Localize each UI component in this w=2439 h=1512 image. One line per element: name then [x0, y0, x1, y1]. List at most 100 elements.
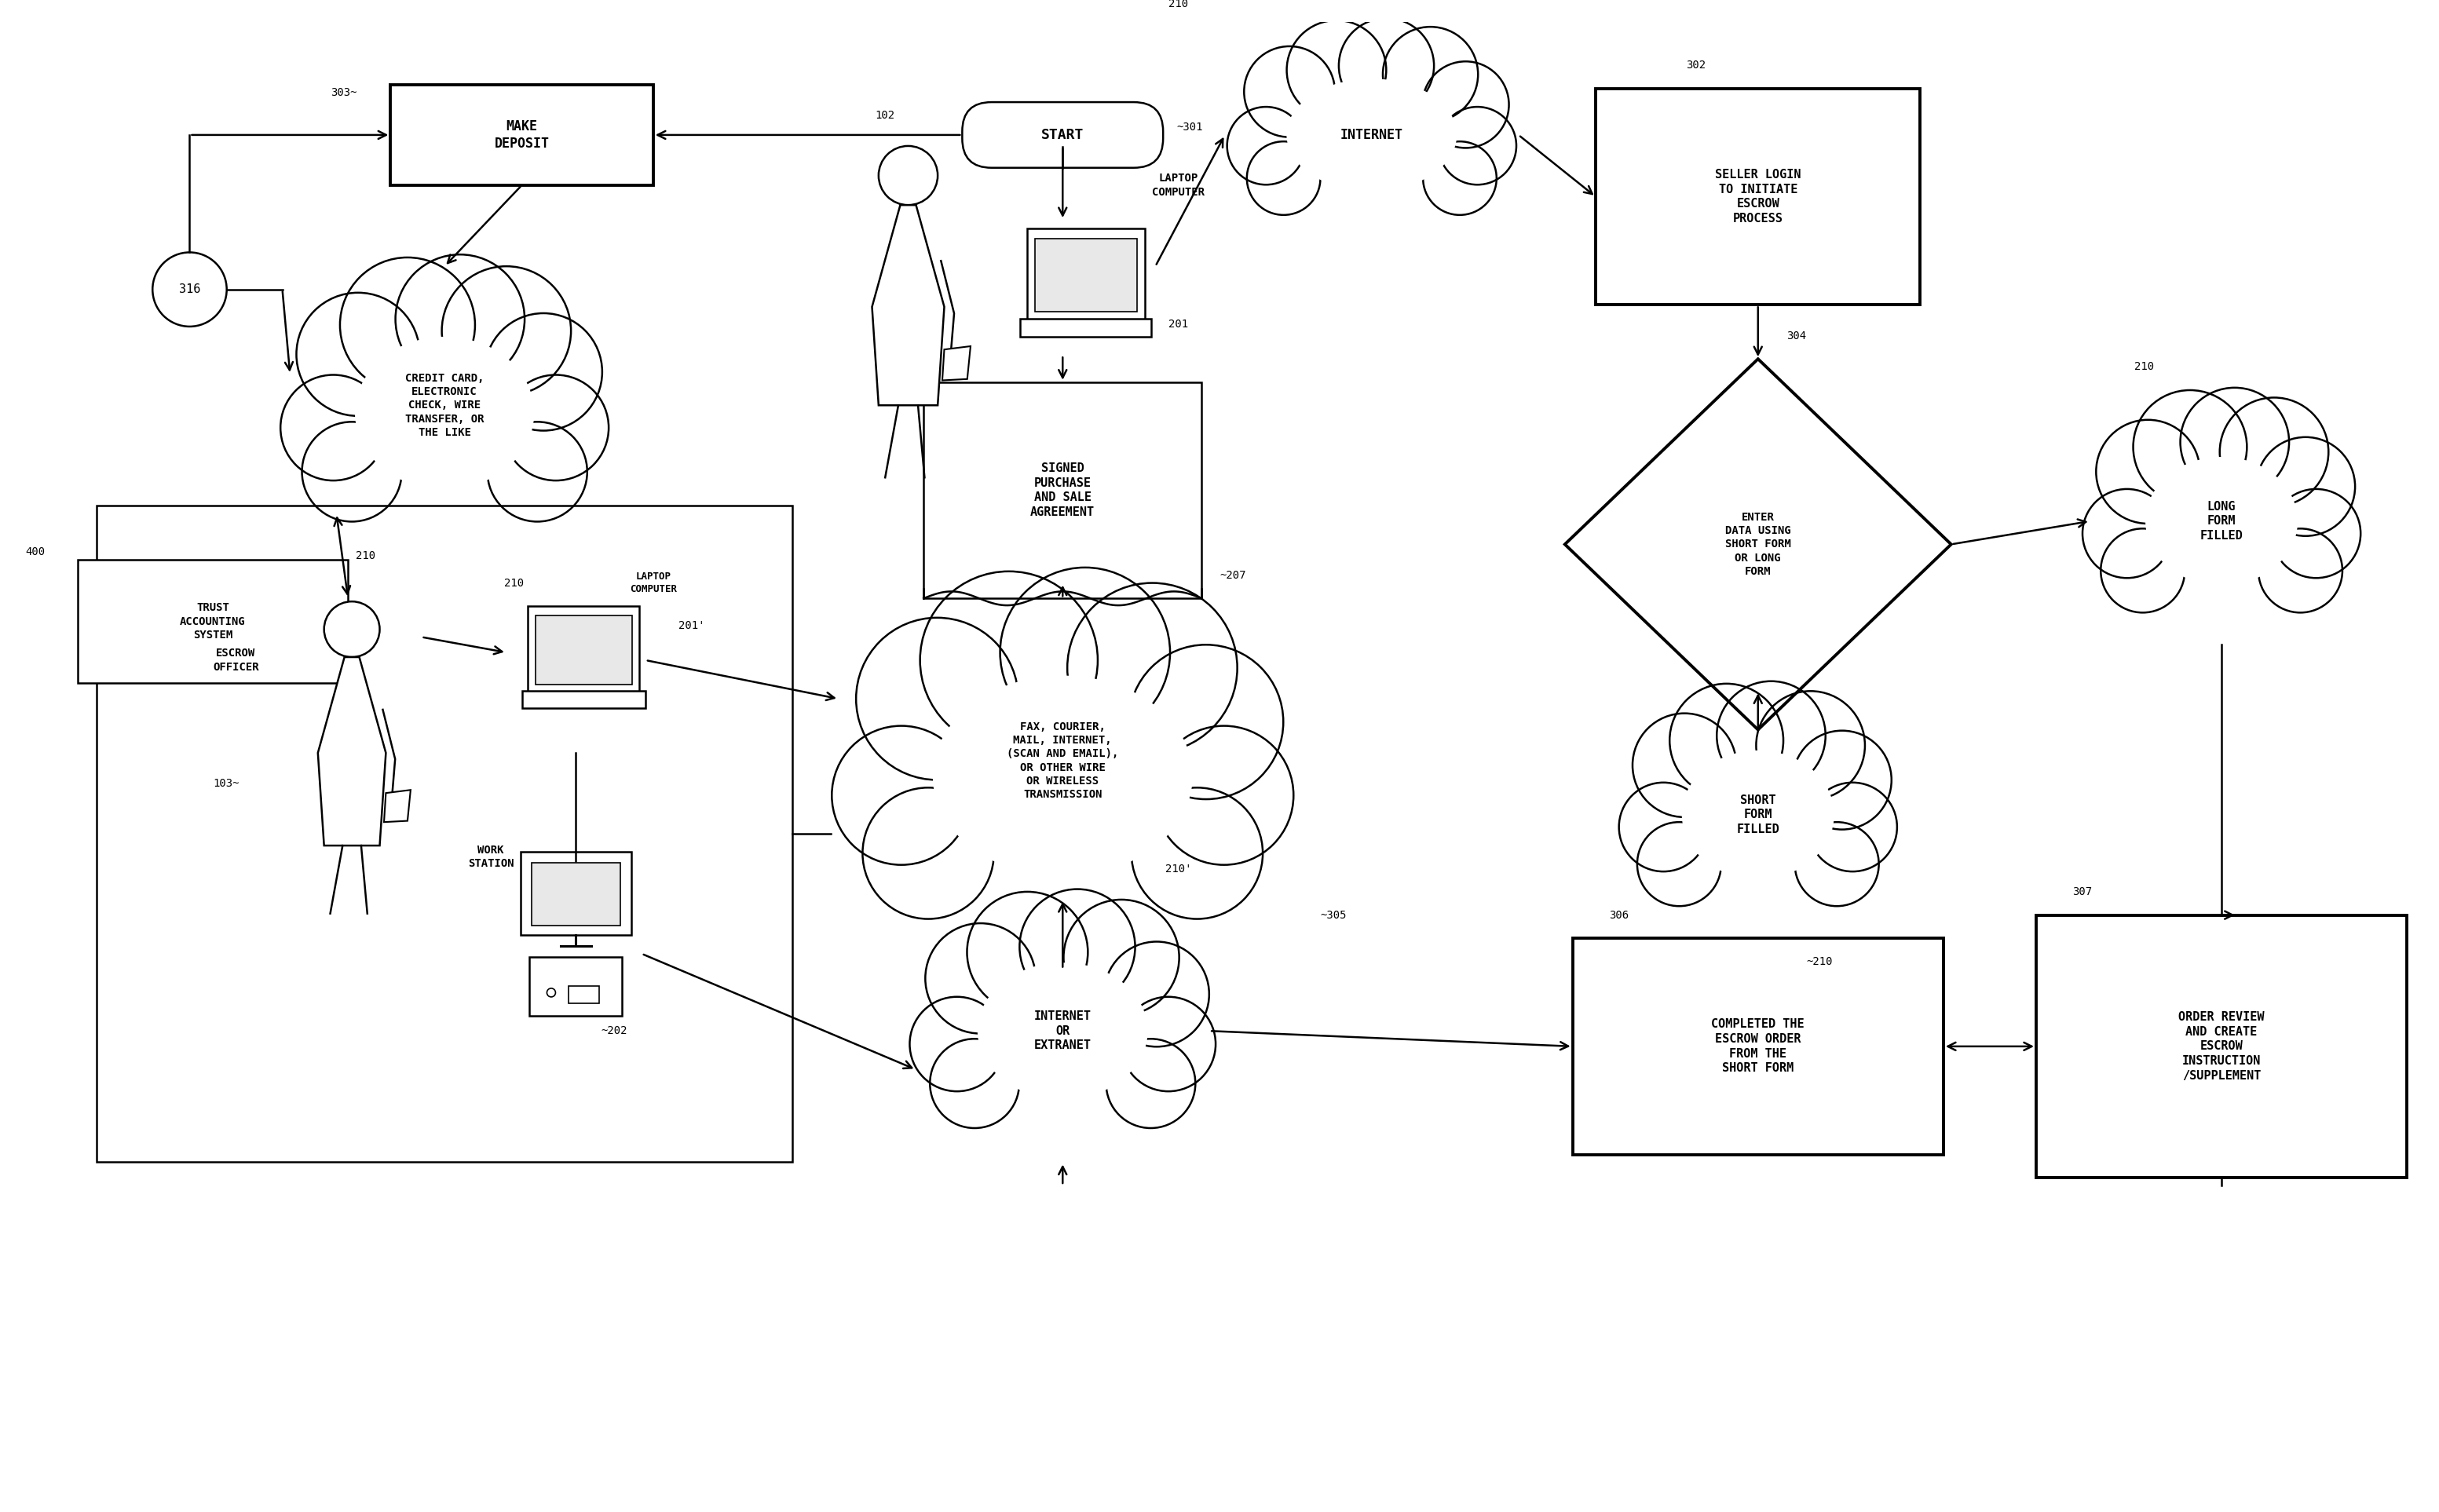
- Text: 307: 307: [2073, 886, 2093, 898]
- Polygon shape: [873, 206, 944, 405]
- Text: LAPTOP
COMPUTER: LAPTOP COMPUTER: [1151, 172, 1205, 198]
- Circle shape: [1717, 682, 1824, 789]
- Ellipse shape: [1683, 750, 1834, 878]
- Circle shape: [485, 313, 602, 431]
- Text: ESCROW
OFFICER: ESCROW OFFICER: [212, 649, 259, 673]
- Text: CREDIT CARD,
ELECTRONIC
CHECK, WIRE
TRANSFER, OR
THE LIKE: CREDIT CARD, ELECTRONIC CHECK, WIRE TRAN…: [405, 372, 483, 438]
- Circle shape: [1154, 726, 1293, 865]
- Text: 210: 210: [356, 550, 376, 561]
- Circle shape: [502, 375, 610, 481]
- Ellipse shape: [1266, 76, 1478, 216]
- FancyBboxPatch shape: [390, 85, 654, 184]
- Circle shape: [1288, 20, 1385, 119]
- Text: ~210: ~210: [1807, 956, 1834, 966]
- Text: SELLER LOGIN
TO INITIATE
ESCROW
PROCESS: SELLER LOGIN TO INITIATE ESCROW PROCESS: [1715, 169, 1800, 225]
- FancyBboxPatch shape: [520, 851, 632, 934]
- Polygon shape: [1566, 358, 1951, 730]
- Text: ~305: ~305: [1319, 910, 1346, 921]
- Ellipse shape: [932, 676, 1193, 877]
- FancyBboxPatch shape: [78, 559, 349, 683]
- Circle shape: [1422, 62, 1510, 148]
- Polygon shape: [383, 789, 410, 823]
- Circle shape: [1807, 783, 1898, 871]
- Circle shape: [1244, 47, 1334, 138]
- Circle shape: [1068, 584, 1237, 753]
- Circle shape: [2100, 529, 2185, 612]
- Text: WORK
STATION: WORK STATION: [468, 845, 515, 869]
- Text: ~301: ~301: [1178, 122, 1202, 133]
- Text: COMPLETED THE
ESCROW ORDER
FROM THE
SHORT FORM: COMPLETED THE ESCROW ORDER FROM THE SHOR…: [1712, 1019, 1805, 1074]
- Text: SIGNED
PURCHASE
AND SALE
AGREEMENT: SIGNED PURCHASE AND SALE AGREEMENT: [1029, 463, 1095, 519]
- Circle shape: [1439, 107, 1517, 184]
- Text: 302: 302: [1685, 60, 1705, 71]
- Circle shape: [1383, 27, 1478, 122]
- Ellipse shape: [356, 337, 534, 490]
- Text: ~202: ~202: [602, 1025, 627, 1036]
- Circle shape: [1105, 942, 1210, 1046]
- Circle shape: [910, 996, 1005, 1092]
- FancyBboxPatch shape: [529, 957, 622, 1016]
- Circle shape: [1246, 142, 1319, 215]
- FancyBboxPatch shape: [537, 615, 632, 685]
- Circle shape: [1795, 823, 1878, 906]
- Circle shape: [488, 422, 588, 522]
- Circle shape: [1000, 567, 1171, 738]
- Circle shape: [1637, 823, 1722, 906]
- Text: MAKE
DEPOSIT: MAKE DEPOSIT: [495, 119, 549, 151]
- Text: FAX, COURIER,
MAIL, INTERNET,
(SCAN AND EMAIL),
OR OTHER WIRE
OR WIRELESS
TRANSM: FAX, COURIER, MAIL, INTERNET, (SCAN AND …: [1007, 721, 1120, 800]
- Ellipse shape: [2146, 457, 2298, 585]
- Text: ~207: ~207: [1220, 570, 1246, 581]
- Circle shape: [1632, 714, 1737, 816]
- FancyBboxPatch shape: [527, 606, 639, 692]
- Circle shape: [863, 788, 995, 919]
- Circle shape: [302, 422, 402, 522]
- Text: ORDER REVIEW
AND CREATE
ESCROW
INSTRUCTION
/SUPPLEMENT: ORDER REVIEW AND CREATE ESCROW INSTRUCTI…: [2178, 1012, 2263, 1081]
- Circle shape: [280, 375, 385, 481]
- FancyBboxPatch shape: [2037, 915, 2407, 1178]
- FancyBboxPatch shape: [963, 103, 1163, 168]
- FancyBboxPatch shape: [522, 691, 646, 708]
- Text: 316: 316: [178, 284, 200, 295]
- FancyBboxPatch shape: [568, 986, 600, 1002]
- Circle shape: [1020, 889, 1134, 1004]
- Text: START: START: [1041, 129, 1083, 142]
- Text: LAPTOP
COMPUTER: LAPTOP COMPUTER: [629, 572, 676, 594]
- Circle shape: [2219, 398, 2329, 507]
- Circle shape: [1122, 996, 1215, 1092]
- Circle shape: [324, 602, 380, 658]
- Text: SHORT
FORM
FILLED: SHORT FORM FILLED: [1737, 794, 1780, 835]
- Circle shape: [924, 924, 1037, 1034]
- Ellipse shape: [1285, 79, 1456, 191]
- Text: 210: 210: [505, 578, 524, 588]
- Circle shape: [339, 257, 476, 393]
- Text: 303~: 303~: [332, 88, 356, 98]
- Text: TRUST
ACCOUNTING
SYSTEM: TRUST ACCOUNTING SYSTEM: [180, 602, 246, 641]
- Text: 306: 306: [1610, 910, 1629, 921]
- FancyBboxPatch shape: [1027, 228, 1144, 321]
- Circle shape: [1671, 683, 1783, 797]
- Text: 210': 210': [1166, 863, 1193, 874]
- Circle shape: [2271, 488, 2361, 578]
- Circle shape: [1129, 644, 1283, 800]
- Circle shape: [1063, 900, 1178, 1015]
- Circle shape: [878, 147, 937, 206]
- Text: 210: 210: [2134, 361, 2154, 372]
- Circle shape: [1756, 691, 1866, 800]
- Circle shape: [856, 618, 1020, 780]
- Circle shape: [1793, 730, 1893, 830]
- Text: 102: 102: [876, 110, 895, 121]
- Circle shape: [1105, 1039, 1195, 1128]
- Circle shape: [2259, 529, 2341, 612]
- FancyBboxPatch shape: [1034, 239, 1137, 311]
- Ellipse shape: [902, 670, 1224, 921]
- Circle shape: [832, 726, 971, 865]
- Circle shape: [1619, 783, 1707, 871]
- Circle shape: [2083, 488, 2171, 578]
- Circle shape: [2134, 390, 2246, 503]
- Circle shape: [546, 989, 556, 996]
- Polygon shape: [941, 346, 971, 381]
- Text: 400: 400: [24, 546, 44, 558]
- FancyBboxPatch shape: [1020, 319, 1151, 337]
- FancyBboxPatch shape: [1595, 89, 1919, 305]
- Text: 201': 201': [678, 620, 705, 631]
